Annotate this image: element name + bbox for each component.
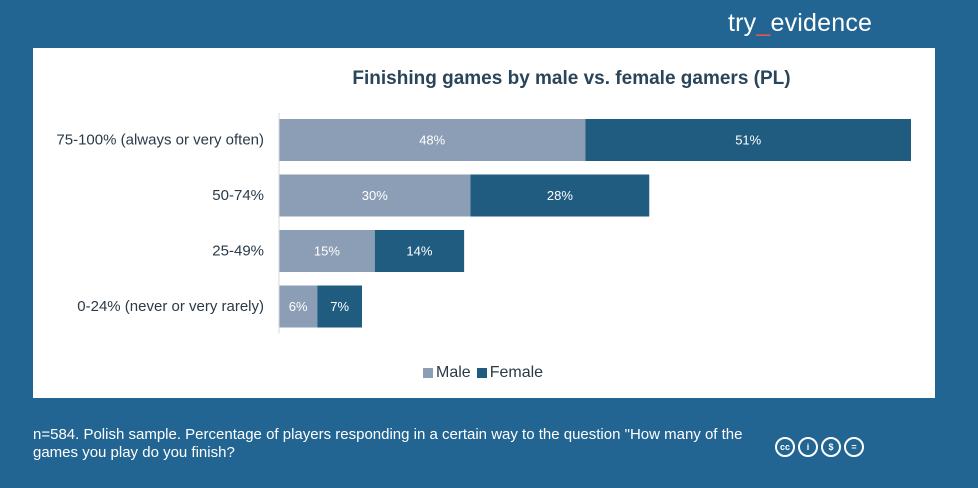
legend-swatch-male xyxy=(423,368,433,378)
bar-male xyxy=(279,119,586,161)
data-label-male: 6% xyxy=(289,299,308,314)
data-label-female: 14% xyxy=(406,244,432,259)
legend-item-female: Female xyxy=(476,364,544,382)
legend-swatch-female xyxy=(476,368,487,378)
bar-female xyxy=(317,285,362,328)
data-label-female: 7% xyxy=(330,299,349,314)
bar-male xyxy=(279,230,375,272)
legend-label-female: Female xyxy=(489,364,544,381)
chart-plot: 75-100% (always or very often) 48% 51% 50-7… xyxy=(56,113,911,334)
bar-female xyxy=(585,119,911,161)
brand-part-2: evidence xyxy=(770,9,873,37)
by-icon: i xyxy=(798,437,818,457)
cc-icon: cc xyxy=(775,437,795,457)
data-label-male: 15% xyxy=(314,244,340,259)
license-badge: cc i $ = xyxy=(775,437,867,457)
bar-female xyxy=(470,174,650,217)
sample-note: n=584. Polish sample. Percentage of play… xyxy=(33,426,743,461)
legend-label-male: Male xyxy=(436,364,471,381)
data-label-female: 51% xyxy=(735,133,761,148)
data-label-male: 48% xyxy=(419,133,445,148)
legend-item-male: Male xyxy=(423,364,471,382)
nc-icon: $ xyxy=(821,437,841,457)
bar-male xyxy=(279,285,318,328)
category-label: 0-24% (never or very rarely) xyxy=(77,298,264,315)
chart-card: Finishing games by male vs. female gamer… xyxy=(33,48,935,398)
data-label-female: 28% xyxy=(547,188,573,203)
chart-legend: Male Female xyxy=(423,364,549,382)
chart-title: Finishing games by male vs. female gamer… xyxy=(352,68,791,89)
brand-logo: try_evidence xyxy=(728,9,872,38)
nd-icon: = xyxy=(844,437,864,457)
data-label-male: 30% xyxy=(362,188,388,203)
brand-part-1: try xyxy=(728,9,757,37)
category-label: 75-100% (always or very often) xyxy=(56,132,264,149)
brand-separator: _ xyxy=(756,9,771,37)
bar-male xyxy=(279,174,471,217)
bar-female xyxy=(374,230,465,272)
category-label: 50-74% xyxy=(212,187,264,204)
category-label: 25-49% xyxy=(212,243,264,260)
